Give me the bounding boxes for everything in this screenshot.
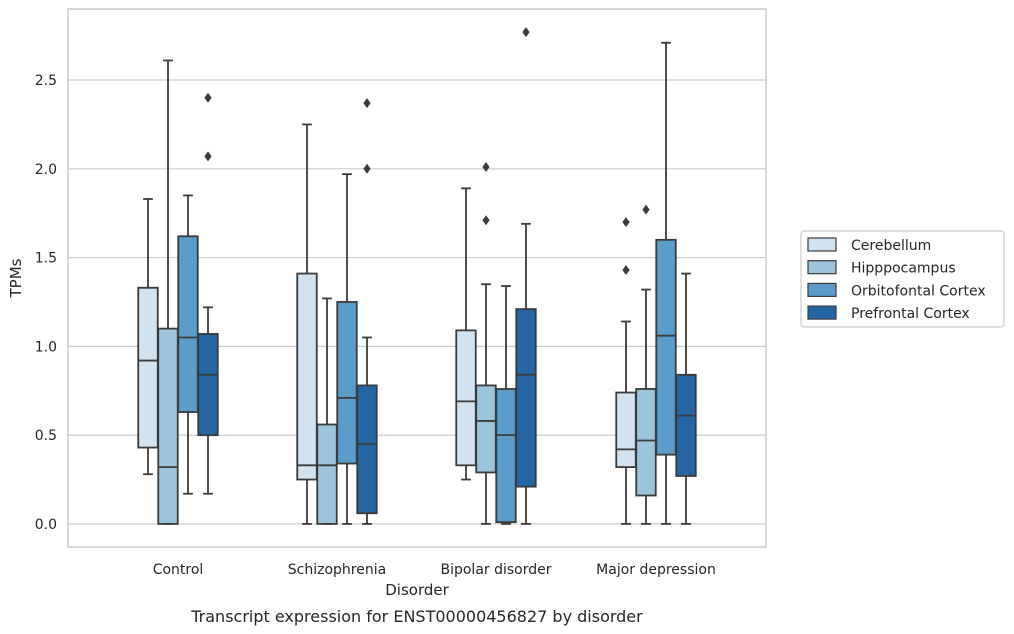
box-iqr bbox=[296, 272, 318, 481]
y-tick-label: 0.5 bbox=[35, 428, 57, 444]
box-iqr bbox=[515, 308, 537, 488]
legend-item: Orbitofontal Cortex bbox=[807, 282, 986, 299]
x-axis-title: Disorder bbox=[385, 581, 449, 599]
outlier-point bbox=[642, 204, 650, 215]
box-iqr bbox=[455, 329, 477, 467]
outlier-point bbox=[522, 27, 530, 38]
legend: Cerebellum Hipppocampus Orbitofontal Corte… bbox=[800, 230, 1005, 328]
y-tick-label: 2.5 bbox=[35, 73, 57, 89]
y-tick-label: 0.0 bbox=[35, 517, 57, 533]
x-tick-label: Schizophrenia bbox=[288, 562, 386, 578]
legend-swatch bbox=[807, 305, 837, 320]
box-orbitofontal-cortex bbox=[177, 194, 199, 495]
box-cerebellum bbox=[615, 217, 637, 525]
box-iqr bbox=[177, 235, 199, 413]
outlier-point bbox=[622, 265, 630, 276]
box-orbitofontal-cortex bbox=[495, 285, 517, 525]
box-iqr bbox=[197, 333, 219, 437]
box-iqr bbox=[475, 384, 497, 474]
box-groups bbox=[137, 27, 697, 525]
outlier-point bbox=[482, 162, 490, 173]
outlier-point bbox=[482, 215, 490, 226]
legend-item: Hipppocampus bbox=[807, 260, 956, 277]
box-iqr bbox=[137, 286, 159, 449]
legend-label: Hipppocampus bbox=[851, 261, 956, 277]
legend-item: Cerebellum bbox=[807, 237, 931, 254]
box-prefrontal-cortex bbox=[356, 98, 378, 525]
box-iqr bbox=[495, 388, 517, 524]
legend-label: Orbitofontal Cortex bbox=[851, 283, 986, 299]
y-axis-title: TPMs bbox=[7, 258, 25, 298]
box-prefrontal-cortex bbox=[675, 272, 697, 525]
figure-caption: Transcript expression for ENST0000045682… bbox=[190, 607, 643, 626]
box-prefrontal-cortex bbox=[515, 27, 537, 525]
box-iqr bbox=[655, 238, 677, 456]
y-tick-labels: 0.0 0.5 1.0 1.5 2.0 2.5 bbox=[35, 73, 57, 533]
box-iqr bbox=[615, 391, 637, 468]
box-orbitofontal-cortex bbox=[336, 173, 358, 525]
x-tick-labels: Control Schizophrenia Bipolar disorder Majo… bbox=[153, 562, 716, 578]
box-iqr bbox=[157, 327, 179, 525]
box-iqr bbox=[336, 301, 358, 465]
box-cerebellum bbox=[137, 198, 159, 476]
box-cerebellum bbox=[455, 187, 477, 481]
box-hipppocampus bbox=[316, 297, 338, 525]
y-tick-label: 1.0 bbox=[35, 339, 57, 355]
box-iqr bbox=[316, 423, 338, 525]
box-iqr bbox=[675, 373, 697, 477]
legend-label: Cerebellum bbox=[851, 238, 931, 254]
outlier-point bbox=[363, 163, 371, 174]
box-hipppocampus bbox=[475, 162, 497, 525]
plot-frame bbox=[67, 8, 767, 548]
y-tick-label: 2.0 bbox=[35, 162, 57, 178]
legend-item: Prefrontal Cortex bbox=[807, 305, 970, 322]
legend-swatch bbox=[807, 260, 837, 275]
box-iqr bbox=[356, 384, 378, 515]
x-tick-label: Major depression bbox=[596, 562, 716, 578]
box-iqr bbox=[635, 388, 657, 497]
outlier-point bbox=[204, 151, 212, 162]
legend-label: Prefrontal Cortex bbox=[851, 306, 970, 322]
box-hipppocampus bbox=[157, 59, 179, 525]
x-tick-label: Bipolar disorder bbox=[440, 562, 551, 578]
x-tick-label: Control bbox=[153, 562, 204, 578]
box-hipppocampus bbox=[635, 204, 657, 525]
y-tick-label: 1.5 bbox=[35, 251, 57, 267]
outlier-point bbox=[622, 217, 630, 228]
outlier-point bbox=[363, 98, 371, 109]
legend-swatch bbox=[807, 237, 837, 252]
box-cerebellum bbox=[296, 123, 318, 525]
box-orbitofontal-cortex bbox=[655, 41, 677, 525]
outlier-point bbox=[204, 92, 212, 103]
legend-frame bbox=[800, 230, 1005, 328]
box-prefrontal-cortex bbox=[197, 92, 219, 495]
legend-swatch bbox=[807, 282, 837, 297]
